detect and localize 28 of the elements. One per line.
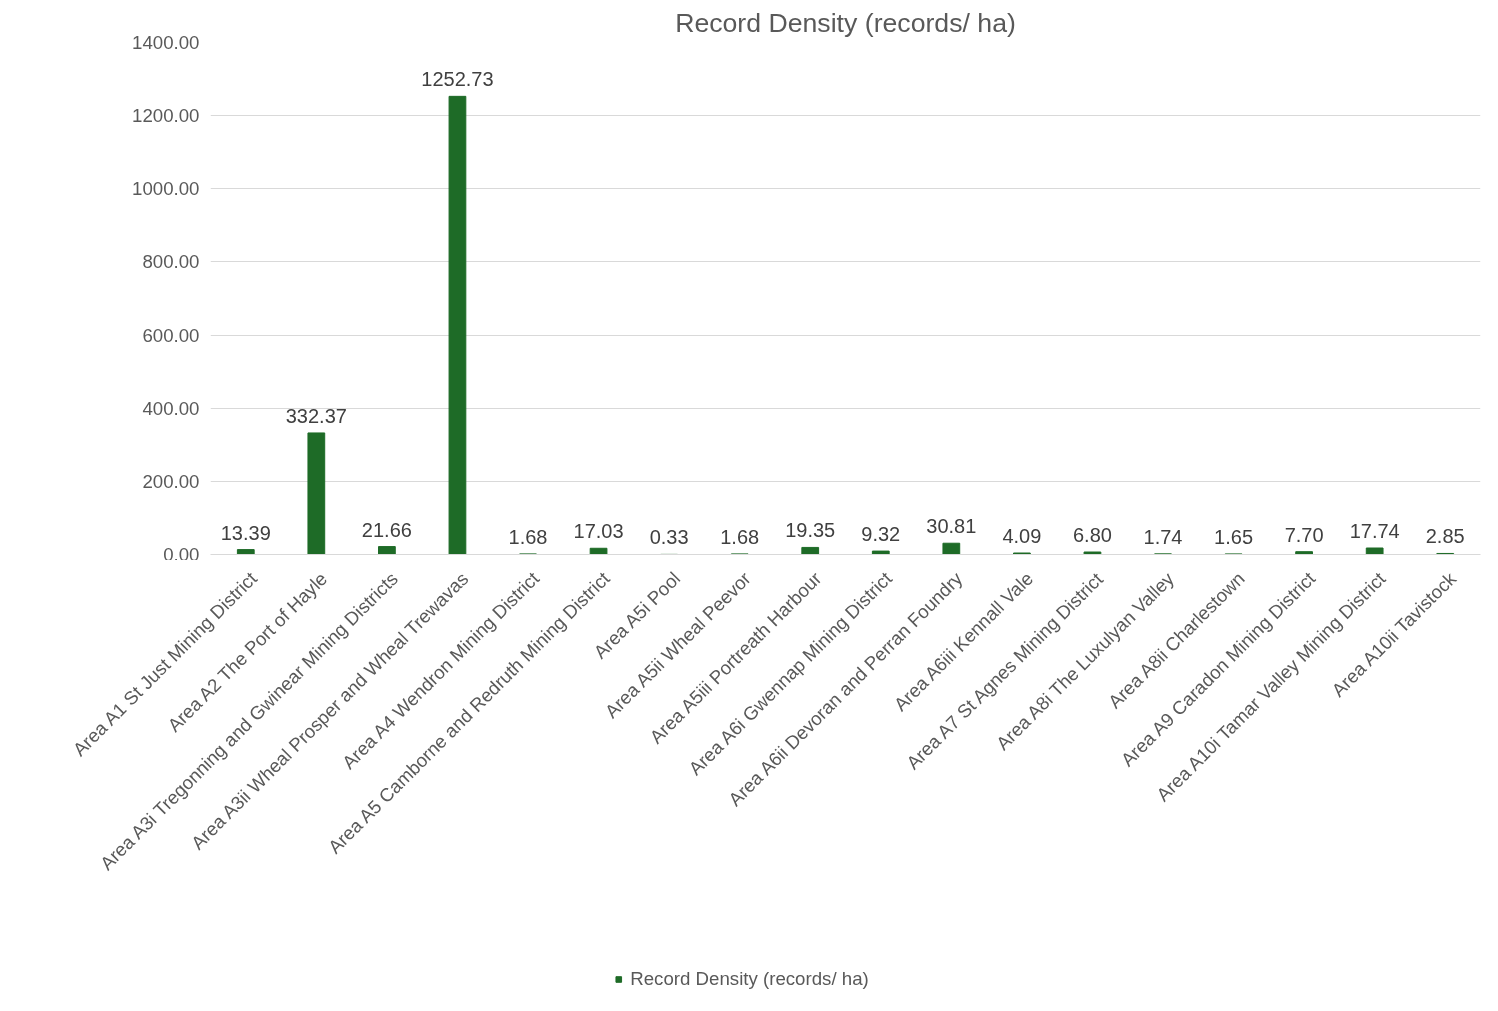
- data-label: 30.81: [926, 515, 977, 538]
- data-label: 9.32: [861, 523, 901, 546]
- chart-title: Record Density (records/ ha): [675, 7, 1016, 38]
- y-tick-label: 200.00: [142, 470, 200, 492]
- data-label: 21.66: [361, 518, 412, 541]
- data-label: 1.68: [720, 525, 760, 548]
- data-label: 1.68: [508, 525, 548, 548]
- legend-label: Record Density (records/ ha): [630, 968, 869, 990]
- data-label: 4.09: [1002, 525, 1042, 547]
- y-tick-label: 1000.00: [132, 178, 200, 200]
- data-label: 17.03: [573, 520, 624, 543]
- data-label: 19.35: [785, 519, 836, 542]
- data-label: 0.33: [649, 526, 689, 549]
- data-label: 1.74: [1143, 525, 1183, 548]
- data-label: 13.39: [220, 521, 271, 544]
- data-label: 2.85: [1425, 525, 1465, 548]
- y-tick-label: 800.00: [142, 251, 200, 273]
- data-label: 7.70: [1284, 523, 1324, 546]
- y-tick-label: 600.00: [142, 324, 200, 346]
- data-label: 17.74: [1349, 520, 1400, 543]
- data-label: 1.65: [1214, 525, 1254, 548]
- data-label: 1252.73: [421, 68, 494, 91]
- y-tick-label: 1400.00: [132, 32, 200, 53]
- y-tick-label: 0.00: [163, 543, 200, 565]
- y-tick-label: 1200.00: [132, 105, 200, 127]
- y-tick-label: 400.00: [142, 397, 200, 419]
- data-label: 6.80: [1072, 524, 1112, 547]
- data-label: 332.37: [285, 404, 347, 427]
